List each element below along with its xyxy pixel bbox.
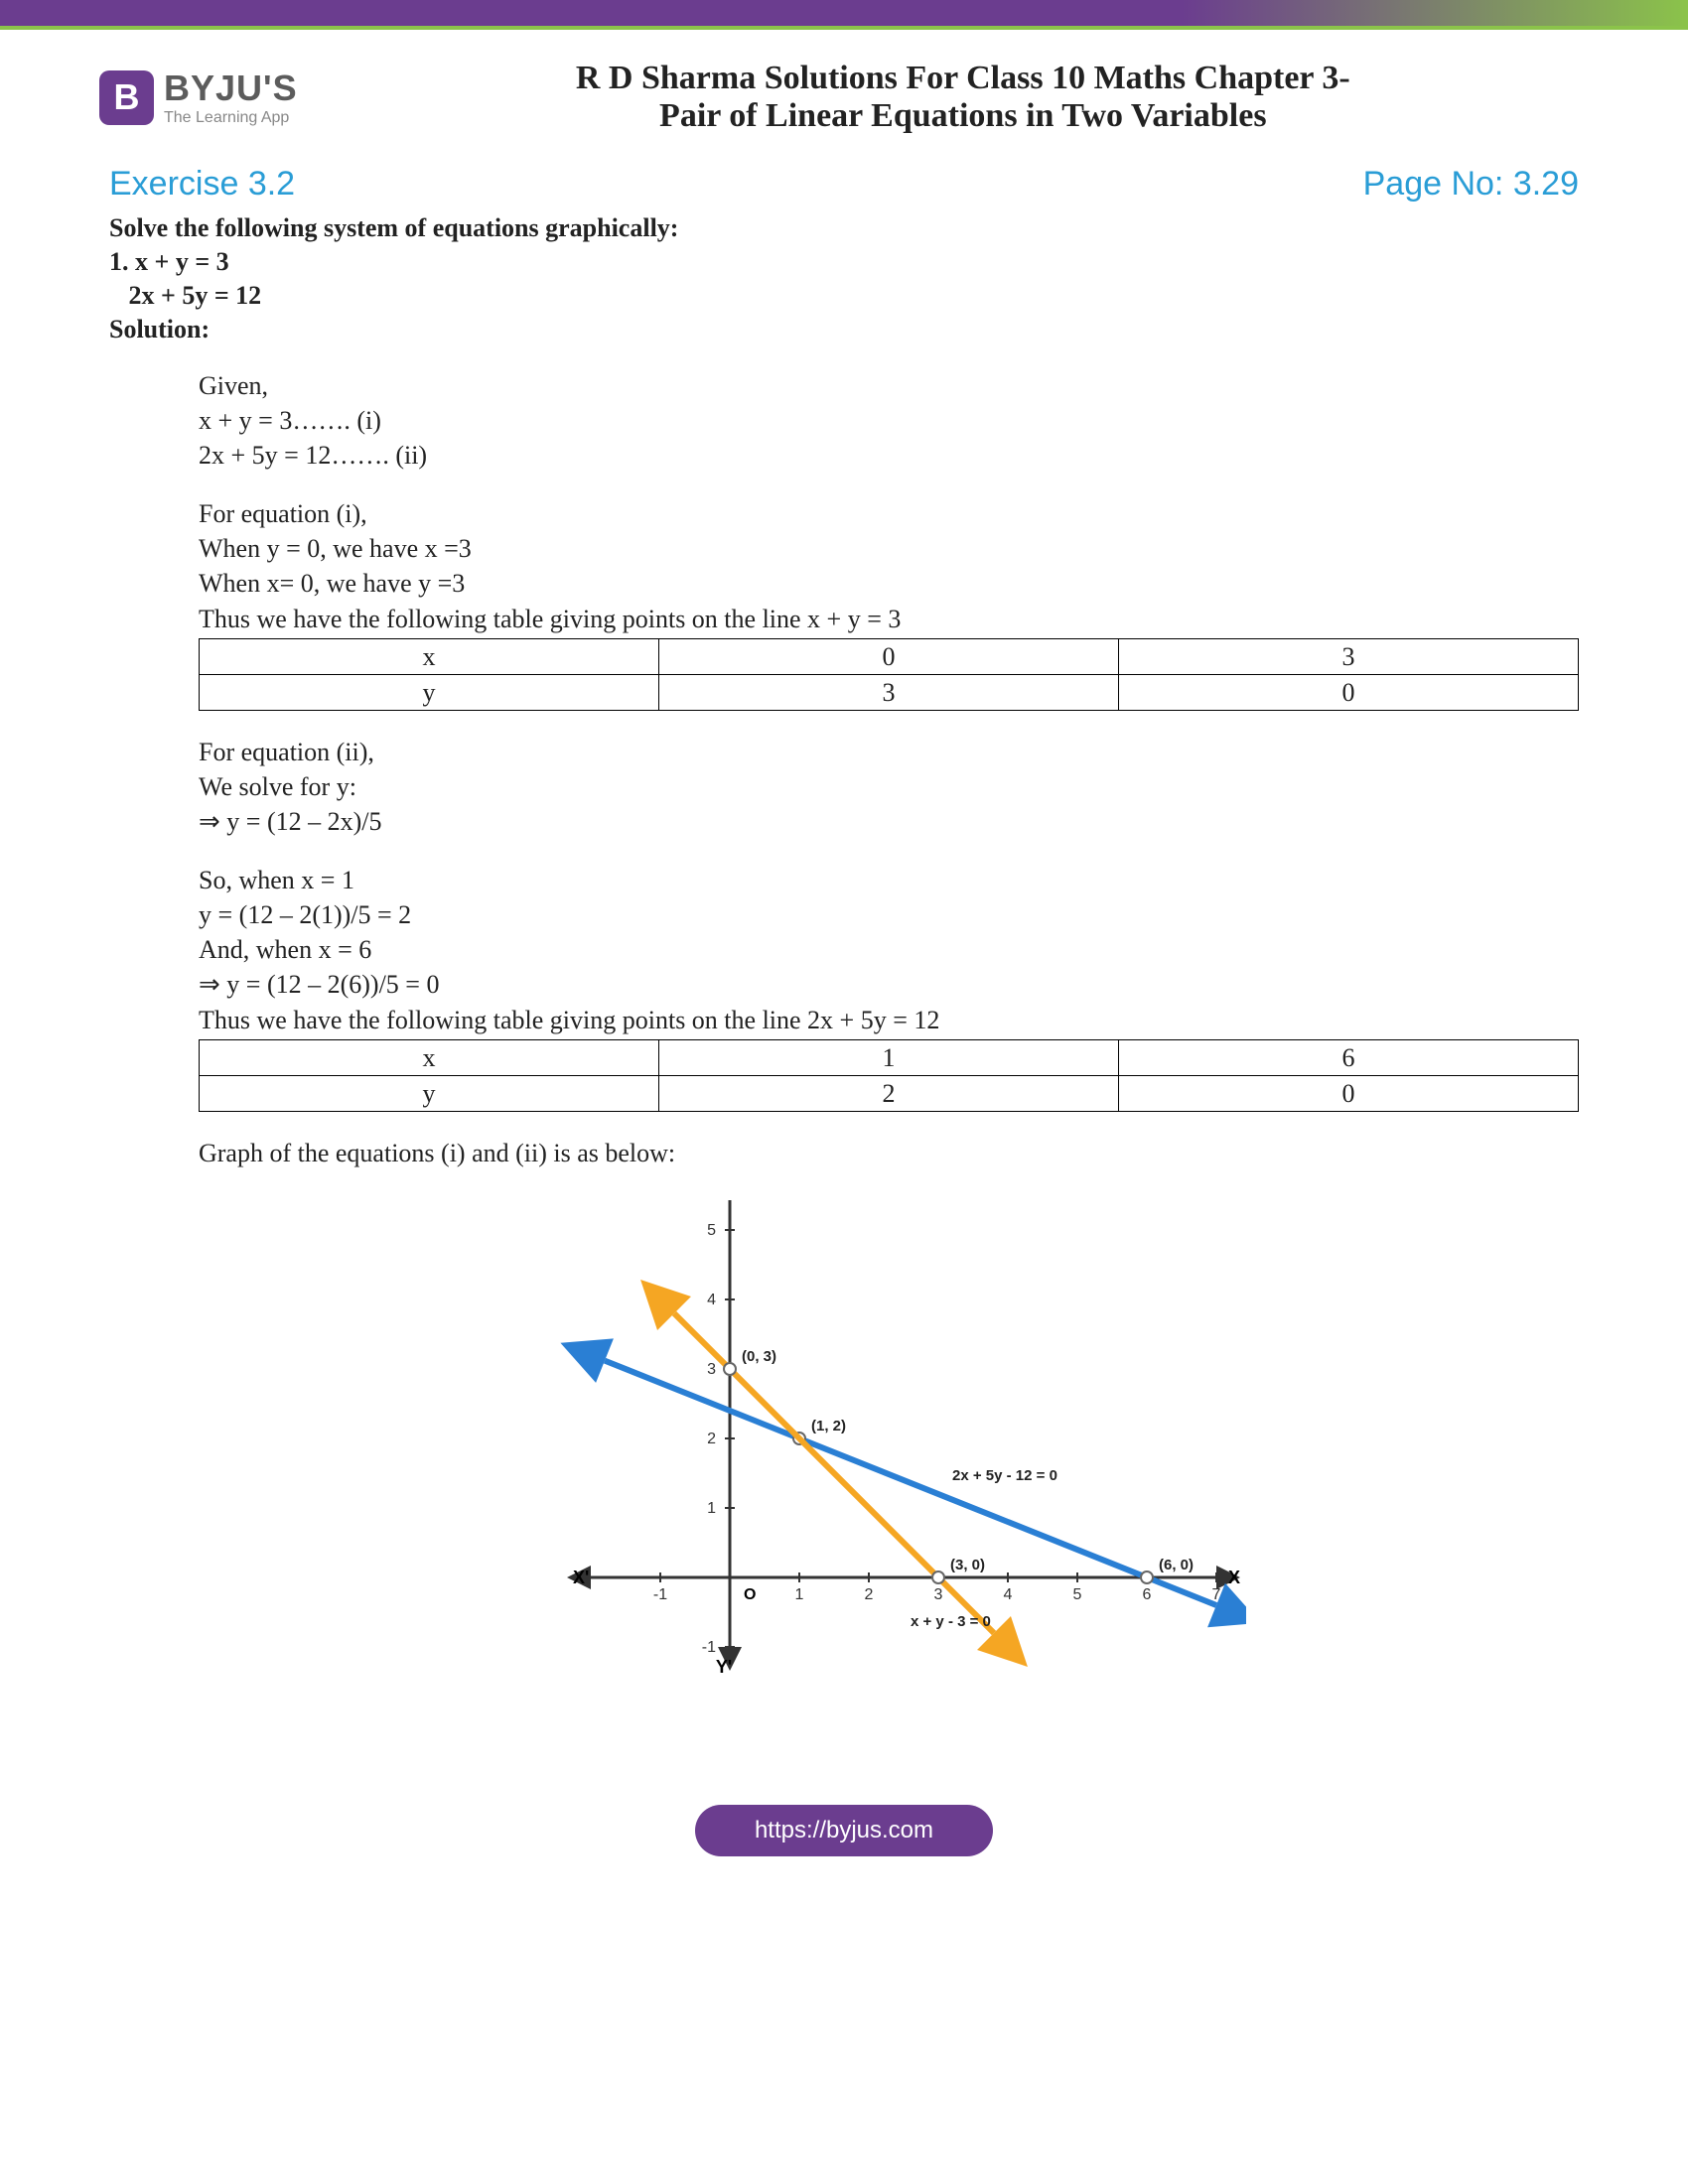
logo-icon: B: [99, 70, 154, 125]
eq1-table-text: Thus we have the following table giving …: [199, 602, 1579, 636]
eq2-heading: For equation (ii),: [199, 735, 1579, 769]
cell: 3: [1119, 638, 1579, 674]
cell: 1: [659, 1039, 1119, 1075]
svg-text:5: 5: [1073, 1586, 1082, 1603]
svg-text:-1: -1: [702, 1639, 716, 1656]
question-prompt: Solve the following system of equations …: [109, 213, 1579, 243]
eq-i: x + y = 3……. (i): [199, 403, 1579, 438]
svg-text:(1, 2): (1, 2): [811, 1418, 846, 1434]
svg-text:3: 3: [707, 1361, 716, 1378]
page-number: Page No: 3.29: [1363, 165, 1579, 204]
brand-name: BYJU'S: [164, 68, 298, 109]
page-footer: https://byjus.com: [0, 1765, 1688, 1916]
svg-text:Y': Y': [716, 1657, 732, 1677]
solution-graph: -11234567-1123456(1, 2)(6, 0)(0, 3)(3, 0…: [531, 1200, 1246, 1716]
svg-text:O: O: [744, 1586, 756, 1603]
cell: 6: [1119, 1039, 1579, 1075]
svg-text:6: 6: [1143, 1586, 1152, 1603]
table-row: x 1 6: [200, 1039, 1579, 1075]
graph-caption: Graph of the equations (i) and (ii) is a…: [199, 1136, 1579, 1170]
svg-text:1: 1: [795, 1586, 804, 1603]
cell: 0: [1119, 674, 1579, 710]
svg-text:1: 1: [707, 1500, 716, 1517]
cell: y: [200, 674, 659, 710]
cell: x: [200, 638, 659, 674]
title-line-2: Pair of Linear Equations in Two Variable…: [338, 97, 1589, 135]
eq1-line2: When x= 0, we have y =3: [199, 566, 1579, 601]
svg-text:X': X': [573, 1568, 589, 1587]
page-title: R D Sharma Solutions For Class 10 Maths …: [298, 60, 1589, 135]
table-eq2: x 1 6 y 2 0: [199, 1039, 1579, 1112]
eq2-line3: So, when x = 1: [199, 863, 1579, 897]
cell: 0: [659, 638, 1119, 674]
eq2-line6: ⇒ y = (12 – 2(6))/5 = 0: [199, 967, 1579, 1002]
svg-text:(0, 3): (0, 3): [742, 1348, 776, 1365]
question-eq1: 1. x + y = 3: [109, 247, 1579, 277]
brand-tagline: The Learning App: [164, 109, 298, 127]
eq-ii: 2x + 5y = 12……. (ii): [199, 438, 1579, 473]
svg-text:4: 4: [1004, 1586, 1013, 1603]
eq2-line2: ⇒ y = (12 – 2x)/5: [199, 804, 1579, 839]
eq2-line1: We solve for y:: [199, 769, 1579, 804]
cell: 0: [1119, 1075, 1579, 1111]
svg-text:2x + 5y - 12 = 0: 2x + 5y - 12 = 0: [952, 1467, 1057, 1484]
question-eq2: 2x + 5y = 12: [109, 281, 1579, 311]
given-text: Given,: [199, 368, 1579, 403]
cell: y: [200, 1075, 659, 1111]
svg-text:-1: -1: [653, 1586, 667, 1603]
svg-text:4: 4: [707, 1292, 716, 1308]
svg-text:7: 7: [1212, 1586, 1221, 1603]
cell: 3: [659, 674, 1119, 710]
content-area: Exercise 3.2 Page No: 3.29 Solve the fol…: [0, 155, 1688, 1765]
svg-text:(6, 0): (6, 0): [1159, 1557, 1194, 1573]
solution-body: Given, x + y = 3……. (i) 2x + 5y = 12……. …: [109, 368, 1579, 1725]
svg-text:2: 2: [707, 1431, 716, 1447]
cell: 2: [659, 1075, 1119, 1111]
brand-logo: B BYJU'S The Learning App: [99, 68, 298, 127]
table-row: y 3 0: [200, 674, 1579, 710]
svg-text:(3, 0): (3, 0): [950, 1557, 985, 1573]
graph-container: -11234567-1123456(1, 2)(6, 0)(0, 3)(3, 0…: [199, 1200, 1579, 1725]
eq2-line4: y = (12 – 2(1))/5 = 2: [199, 897, 1579, 932]
svg-text:2: 2: [865, 1586, 874, 1603]
table-row: x 0 3: [200, 638, 1579, 674]
svg-text:X: X: [1228, 1568, 1240, 1587]
eq1-line1: When y = 0, we have x =3: [199, 531, 1579, 566]
eq1-heading: For equation (i),: [199, 496, 1579, 531]
page-header: B BYJU'S The Learning App R D Sharma Sol…: [0, 30, 1688, 155]
table-row: y 2 0: [200, 1075, 1579, 1111]
top-accent-bar: [0, 0, 1688, 30]
exercise-label: Exercise 3.2: [109, 165, 295, 204]
title-line-1: R D Sharma Solutions For Class 10 Maths …: [338, 60, 1589, 97]
eq2-line5: And, when x = 6: [199, 932, 1579, 967]
solution-label: Solution:: [109, 315, 1579, 344]
svg-text:x + y - 3 = 0: x + y - 3 = 0: [911, 1613, 991, 1630]
svg-text:5: 5: [707, 1222, 716, 1239]
table-eq1: x 0 3 y 3 0: [199, 638, 1579, 711]
cell: x: [200, 1039, 659, 1075]
eq2-table-text: Thus we have the following table giving …: [199, 1003, 1579, 1037]
svg-text:3: 3: [934, 1586, 943, 1603]
footer-url: https://byjus.com: [695, 1805, 993, 1856]
